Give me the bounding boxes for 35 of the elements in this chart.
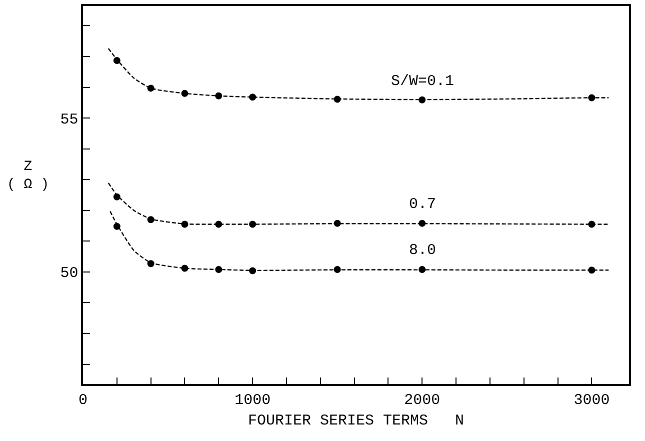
point bbox=[113, 56, 120, 64]
point bbox=[588, 94, 596, 102]
series-label: S/W=0.1 bbox=[391, 73, 454, 90]
series-label: 0.7 bbox=[409, 196, 436, 213]
point bbox=[418, 96, 426, 104]
point bbox=[113, 193, 120, 200]
point bbox=[249, 267, 256, 274]
x-tick-label: 2000 bbox=[404, 392, 440, 409]
point bbox=[334, 220, 341, 227]
point bbox=[215, 220, 222, 228]
point bbox=[181, 264, 188, 272]
y-axis-title: Z ( Ω ) bbox=[7, 159, 50, 194]
point bbox=[181, 220, 188, 228]
point bbox=[334, 266, 341, 273]
x-tick-label: 0 bbox=[78, 392, 88, 409]
point bbox=[588, 220, 596, 228]
x-tick-label: 3000 bbox=[574, 392, 610, 409]
point bbox=[588, 266, 596, 274]
x-tick-label: 1000 bbox=[234, 392, 271, 409]
point bbox=[249, 94, 256, 101]
series-label: 8.0 bbox=[409, 242, 436, 259]
y-tick-label: 50 bbox=[60, 265, 78, 282]
point bbox=[418, 220, 426, 227]
point bbox=[113, 222, 120, 230]
point bbox=[215, 266, 222, 273]
point bbox=[249, 220, 256, 228]
point bbox=[147, 84, 154, 92]
point bbox=[215, 92, 222, 100]
point bbox=[147, 216, 154, 224]
point bbox=[334, 96, 341, 103]
point bbox=[418, 266, 426, 273]
x-axis-title: FOURIER SERIES TERMS N bbox=[248, 412, 464, 430]
point bbox=[181, 90, 188, 97]
point bbox=[147, 260, 154, 268]
y-tick-label: 55 bbox=[60, 111, 78, 128]
